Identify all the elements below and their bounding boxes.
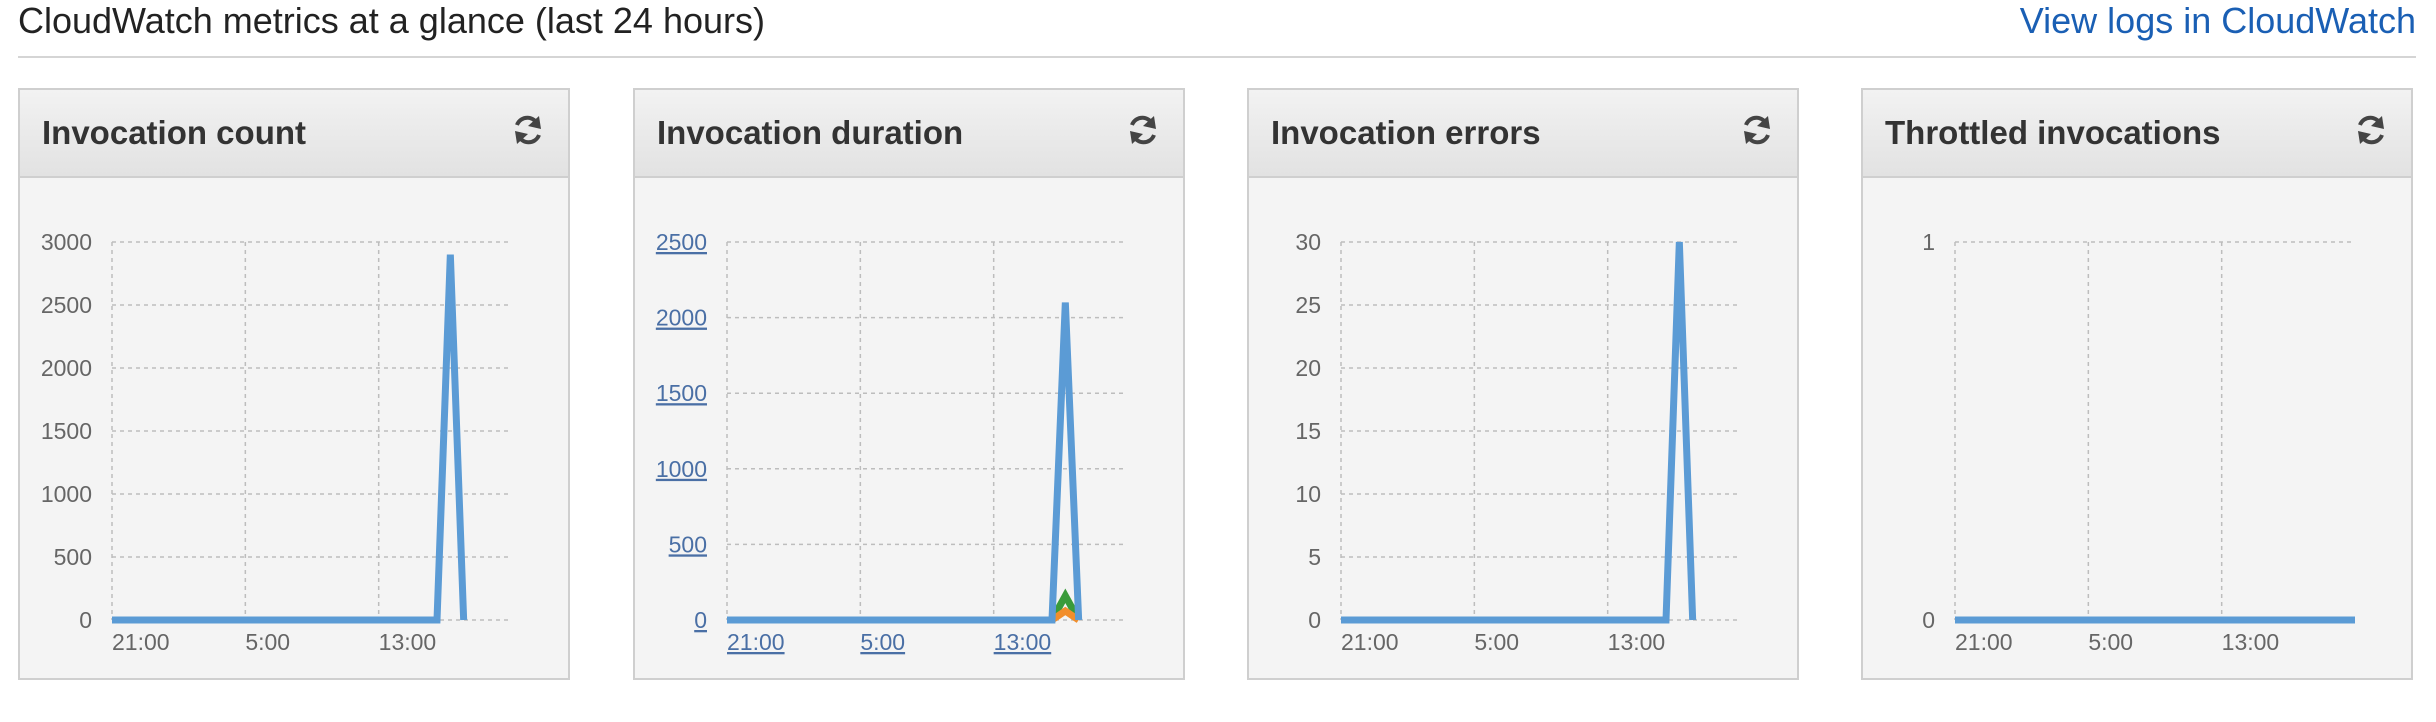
series-line	[112, 254, 468, 624]
x-tick-label[interactable]: 13:00	[994, 629, 1052, 655]
x-tick-label: 21:00	[1341, 629, 1399, 655]
y-tick-label: 1000	[41, 481, 92, 507]
y-tick-label: 1	[1922, 229, 1935, 255]
y-tick-label[interactable]: 1500	[656, 380, 707, 406]
y-tick-label: 0	[1922, 607, 1935, 633]
y-tick-label: 2000	[41, 355, 92, 381]
x-tick-label: 13:00	[379, 629, 437, 655]
panel-header: Invocation count	[20, 90, 568, 178]
x-tick-label[interactable]: 5:00	[860, 629, 905, 655]
y-tick-label: 10	[1295, 481, 1321, 507]
y-tick-label[interactable]: 2000	[656, 305, 707, 331]
panel-header: Throttled invocations	[1863, 90, 2411, 178]
y-tick-label[interactable]: 0	[694, 607, 707, 633]
panel-title: Invocation count	[42, 114, 306, 151]
panel-invocation-count: Invocation count 0 500 1000 1500 2000 2500 300…	[18, 88, 570, 680]
x-tick-label: 13:00	[2222, 629, 2280, 655]
panel-throttled-invocations: Throttled invocations 0 1 21:00 5:00 13:00	[1861, 88, 2413, 680]
y-tick-label: 30	[1295, 229, 1321, 255]
chart-throttled-invocations: 0 1 21:00 5:00 13:00	[1922, 229, 2355, 655]
panel-invocation-duration: Invocation duration 0 500 1000 1500 2000 2500…	[633, 88, 1185, 680]
x-tick-label: 21:00	[1955, 629, 2013, 655]
y-tick-label: 15	[1295, 418, 1321, 444]
series-line	[727, 588, 1082, 624]
chart-invocation-errors: 0 5 10 15 20 25 30 21:00 5:00 13:00	[1295, 229, 1741, 655]
panel-title: Invocation duration	[657, 114, 964, 151]
x-tick-label: 5:00	[1474, 629, 1519, 655]
series-line	[727, 302, 1083, 624]
panel-title: Throttled invocations	[1885, 114, 2221, 151]
y-tick-label: 25	[1295, 292, 1321, 318]
y-tick-label: 5	[1308, 544, 1321, 570]
chart-invocation-duration: 0 500 1000 1500 2000 2500 21:00 5:00 13:00	[656, 229, 1127, 655]
panel-invocation-errors: Invocation errors 0 5 10 15 20 25 30 21:00 5:00 1…	[1247, 88, 1799, 680]
panel-title: Invocation errors	[1271, 114, 1541, 151]
y-tick-label: 20	[1295, 355, 1321, 381]
y-tick-label[interactable]: 1000	[656, 456, 707, 482]
x-tick-label: 5:00	[245, 629, 290, 655]
y-tick-label: 1500	[41, 418, 92, 444]
metrics-header: CloudWatch metrics at a glance (last 24 …	[18, 0, 2416, 58]
page-title: CloudWatch metrics at a glance (last 24 …	[18, 0, 765, 41]
x-tick-label: 13:00	[1608, 629, 1666, 655]
x-tick-label: 5:00	[2088, 629, 2133, 655]
y-tick-label: 0	[1308, 607, 1321, 633]
refresh-icon[interactable]	[2351, 110, 2391, 150]
y-tick-label[interactable]: 500	[669, 531, 707, 557]
panel-header: Invocation errors	[1249, 90, 1797, 178]
view-logs-link[interactable]: View logs in CloudWatch	[2019, 0, 2416, 41]
refresh-icon[interactable]	[1123, 110, 1163, 150]
y-tick-label: 0	[79, 607, 92, 633]
y-tick-label: 2500	[41, 292, 92, 318]
refresh-icon[interactable]	[508, 110, 548, 150]
y-tick-label[interactable]: 2500	[656, 229, 707, 255]
series-line	[1341, 241, 1697, 624]
chart-invocation-count: 0 500 1000 1500 2000 2500 3000 21:00 5:00 13:00	[41, 229, 512, 655]
y-tick-label: 500	[54, 544, 92, 570]
x-tick-label[interactable]: 21:00	[727, 629, 785, 655]
x-tick-label: 21:00	[112, 629, 170, 655]
refresh-icon[interactable]	[1737, 110, 1777, 150]
panel-header: Invocation duration	[635, 90, 1183, 178]
y-tick-label: 3000	[41, 229, 92, 255]
